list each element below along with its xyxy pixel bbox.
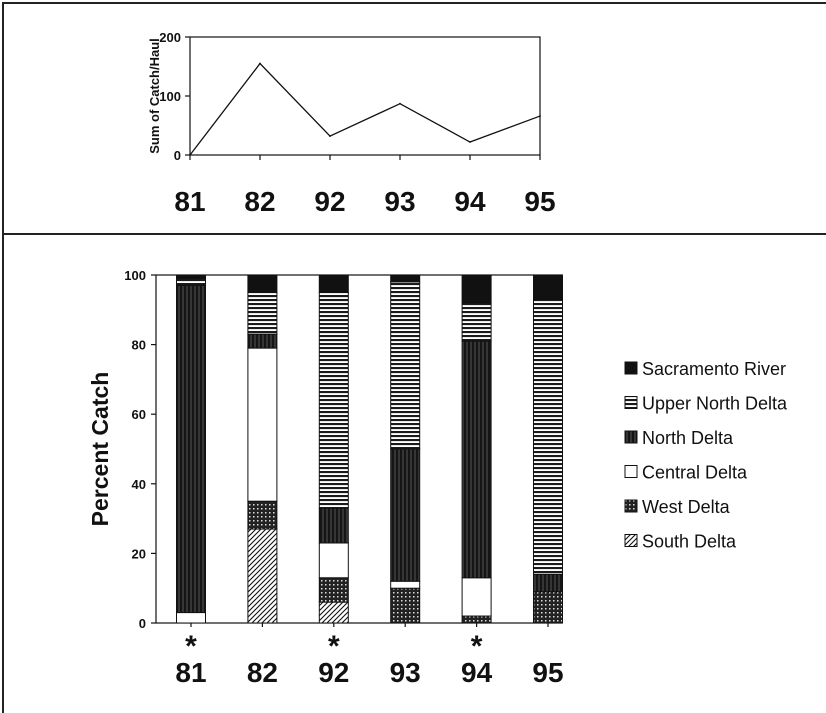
y-tick-label: 100 [124, 268, 146, 283]
bar-segment-north-delta-81 [176, 284, 206, 614]
significance-star-92: * [328, 630, 340, 663]
bar-segment-central-delta-93 [390, 580, 421, 589]
legend-swatch-sacramento-river [624, 361, 638, 375]
legend-swatch-central-delta [624, 465, 638, 478]
legend-swatch-south-delta [624, 534, 638, 547]
bar-segment-south-delta-82 [247, 528, 278, 624]
y-axis-title: Sum of Catch/Haul [147, 38, 162, 154]
bar-segment-west-delta-94 [461, 615, 492, 624]
bar-segment-central-delta-81 [176, 612, 206, 624]
bar-segment-north-delta-92 [318, 507, 349, 544]
top-frame-border [2, 2, 826, 4]
bar-stack-82 [247, 274, 278, 624]
legend-label-north-delta: North Delta [642, 428, 734, 448]
legend: Sacramento River Upper North Delta North D… [624, 359, 788, 552]
significance-star-81: * [185, 630, 197, 663]
x-tick-label-81: 81 [175, 657, 206, 688]
legend-label-west-delta: West Delta [642, 497, 731, 517]
data-point-92 [329, 135, 331, 138]
x-tick-label-93: 93 [384, 186, 415, 217]
catch-per-haul-line [189, 62, 541, 156]
legend-swatch-upper-north-delta [624, 396, 638, 409]
bar-segment-west-delta-93 [390, 587, 421, 624]
y-tick-label: 60 [132, 407, 146, 422]
y-tick-label: 0 [139, 616, 146, 631]
x-tick-label-94: 94 [454, 186, 486, 217]
bar-stack-95 [533, 274, 563, 624]
catch-per-haul-line-chart: 0 100 200 81 82 92 93 94 95 Sum of Catch/Haul [0, 0, 826, 234]
y-tick-label: 100 [159, 89, 181, 104]
bar-segment-central-delta-94 [461, 577, 492, 617]
bar-segment-sacramento-river-81 [176, 274, 206, 279]
x-tick-label-95: 95 [532, 657, 563, 688]
bar-segment-sacramento-river-92 [318, 274, 349, 293]
bar-stack-81 [176, 274, 206, 624]
bar-stack-92 [318, 274, 349, 624]
bar-segment-west-delta-95 [533, 591, 563, 624]
legend-label-central-delta: Central Delta [642, 463, 748, 483]
data-point-93 [399, 102, 401, 105]
legend-label-south-delta: South Delta [642, 532, 737, 552]
x-tick-label-94: 94 [461, 657, 493, 688]
bar-segment-north-delta-93 [390, 448, 421, 582]
legend-label-upper-north-delta: Upper North Delta [642, 394, 788, 414]
bar-segment-west-delta-82 [247, 500, 278, 530]
bar-segment-upper-north-delta-82 [247, 291, 278, 335]
bar-stack-94 [461, 274, 492, 624]
bar-segment-south-delta-92 [318, 601, 349, 624]
data-point-82 [259, 62, 261, 65]
y-tick-label: 40 [132, 477, 146, 492]
bar-segment-upper-north-delta-94 [461, 302, 492, 342]
data-point-95 [539, 115, 541, 117]
bar-segment-west-delta-92 [318, 577, 349, 603]
plot-area [189, 36, 541, 156]
x-tick-label-82: 82 [247, 657, 278, 688]
legend-swatch-north-delta [624, 430, 638, 444]
x-tick-label-92: 92 [318, 657, 349, 688]
bar-segment-central-delta-82 [247, 347, 278, 502]
bar-segment-upper-north-delta-81 [176, 277, 206, 286]
data-point-81 [189, 154, 191, 156]
bar-segment-north-delta-95 [533, 573, 563, 593]
bar-segment-north-delta-82 [247, 333, 278, 349]
panel-divider [2, 233, 826, 235]
y-tick-label: 20 [132, 546, 146, 561]
bar-segment-upper-north-delta-93 [390, 281, 421, 450]
bar-stack-93 [390, 274, 421, 624]
percent-catch-stacked-bar-chart: 0 20 40 60 80 100 81 * 82 92 * 93 94 * 95 Percent Catch… [0, 235, 826, 713]
bar-segment-sacramento-river-82 [247, 274, 278, 293]
y-tick-label: 0 [174, 148, 181, 163]
x-tick-label-93: 93 [390, 657, 421, 688]
line-chart-svg: 0 100 200 81 82 92 93 94 95 Sum of Catch/Haul [147, 30, 556, 217]
x-tick-label-82: 82 [244, 186, 275, 217]
significance-star-94: * [471, 630, 483, 663]
x-tick-label-95: 95 [524, 186, 555, 217]
data-point-94 [469, 141, 471, 143]
legend-label-sacramento-river: Sacramento River [642, 359, 786, 379]
y-tick-label: 200 [159, 30, 181, 45]
bar-segment-upper-north-delta-92 [318, 291, 349, 509]
y-tick-label: 80 [132, 338, 146, 353]
x-tick-label-92: 92 [314, 186, 345, 217]
x-tick-label-81: 81 [174, 186, 205, 217]
legend-swatch-west-delta [624, 499, 638, 513]
bar-segment-north-delta-94 [461, 340, 492, 579]
bar-segment-central-delta-92 [318, 542, 349, 579]
bar-segment-sacramento-river-95 [533, 274, 563, 300]
left-frame-border [2, 2, 4, 713]
plot-area [155, 274, 563, 624]
y-axis-title: Percent Catch [87, 372, 113, 527]
bar-segment-sacramento-river-93 [390, 274, 421, 283]
bar-segment-upper-north-delta-95 [533, 298, 563, 575]
bar-segment-sacramento-river-94 [461, 274, 492, 304]
